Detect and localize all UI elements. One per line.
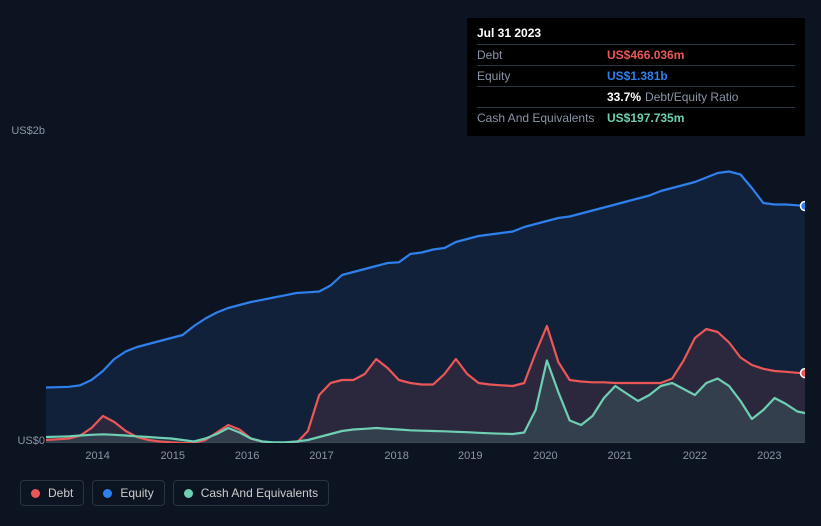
tooltip-row: 33.7% Debt/Equity Ratio (477, 86, 795, 107)
legend-item-debt[interactable]: Debt (20, 480, 84, 506)
tooltip-value: US$197.735m (607, 111, 684, 125)
legend-item-cash[interactable]: Cash And Equivalents (173, 480, 329, 506)
x-axis-tick-label: 2022 (683, 450, 707, 462)
x-axis-tick-label: 2014 (85, 450, 109, 462)
tooltip-value: US$466.036m (607, 48, 684, 62)
chart-legend: Debt Equity Cash And Equivalents (20, 480, 329, 506)
tooltip-row: DebtUS$466.036m (477, 44, 795, 65)
legend-dot-icon (184, 489, 193, 498)
x-axis-tick-label: 2023 (757, 450, 781, 462)
y-axis-top-label: US$2b (11, 125, 45, 137)
x-axis-tick-label: 2016 (235, 450, 259, 462)
x-axis-labels: 2014 2015 2016 2017 2018 2019 2020 2021 2022 2023 (46, 450, 805, 470)
chart-tooltip: Jul 31 2023 DebtUS$466.036mEquityUS$1.38… (467, 18, 805, 136)
chart-plot[interactable] (46, 143, 805, 443)
tooltip-date: Jul 31 2023 (477, 26, 795, 44)
tooltip-label: Cash And Equivalents (477, 111, 607, 125)
legend-label: Cash And Equivalents (201, 486, 318, 500)
tooltip-row: EquityUS$1.381b (477, 65, 795, 86)
tooltip-label (477, 90, 607, 104)
tooltip-label: Debt (477, 48, 607, 62)
legend-label: Equity (120, 486, 153, 500)
x-axis-tick-label: 2020 (533, 450, 557, 462)
legend-dot-icon (31, 489, 40, 498)
tooltip-ratio-label: Debt/Equity Ratio (645, 90, 738, 104)
x-axis-tick-label: 2018 (384, 450, 408, 462)
tooltip-value: US$1.381b (607, 69, 668, 83)
legend-label: Debt (48, 486, 73, 500)
x-axis-tick-label: 2017 (309, 450, 333, 462)
x-axis-tick-label: 2021 (608, 450, 632, 462)
legend-item-equity[interactable]: Equity (92, 480, 164, 506)
legend-dot-icon (103, 489, 112, 498)
tooltip-row: Cash And EquivalentsUS$197.735m (477, 107, 795, 128)
x-axis-tick-label: 2015 (161, 450, 185, 462)
y-axis-bottom-label: US$0 (17, 435, 45, 447)
tooltip-label: Equity (477, 69, 607, 83)
chart-area: US$2b US$0 20142015201620172018201920202… (16, 120, 805, 470)
tooltip-ratio-value: 33.7% (607, 90, 641, 104)
x-axis-tick-label: 2019 (458, 450, 482, 462)
